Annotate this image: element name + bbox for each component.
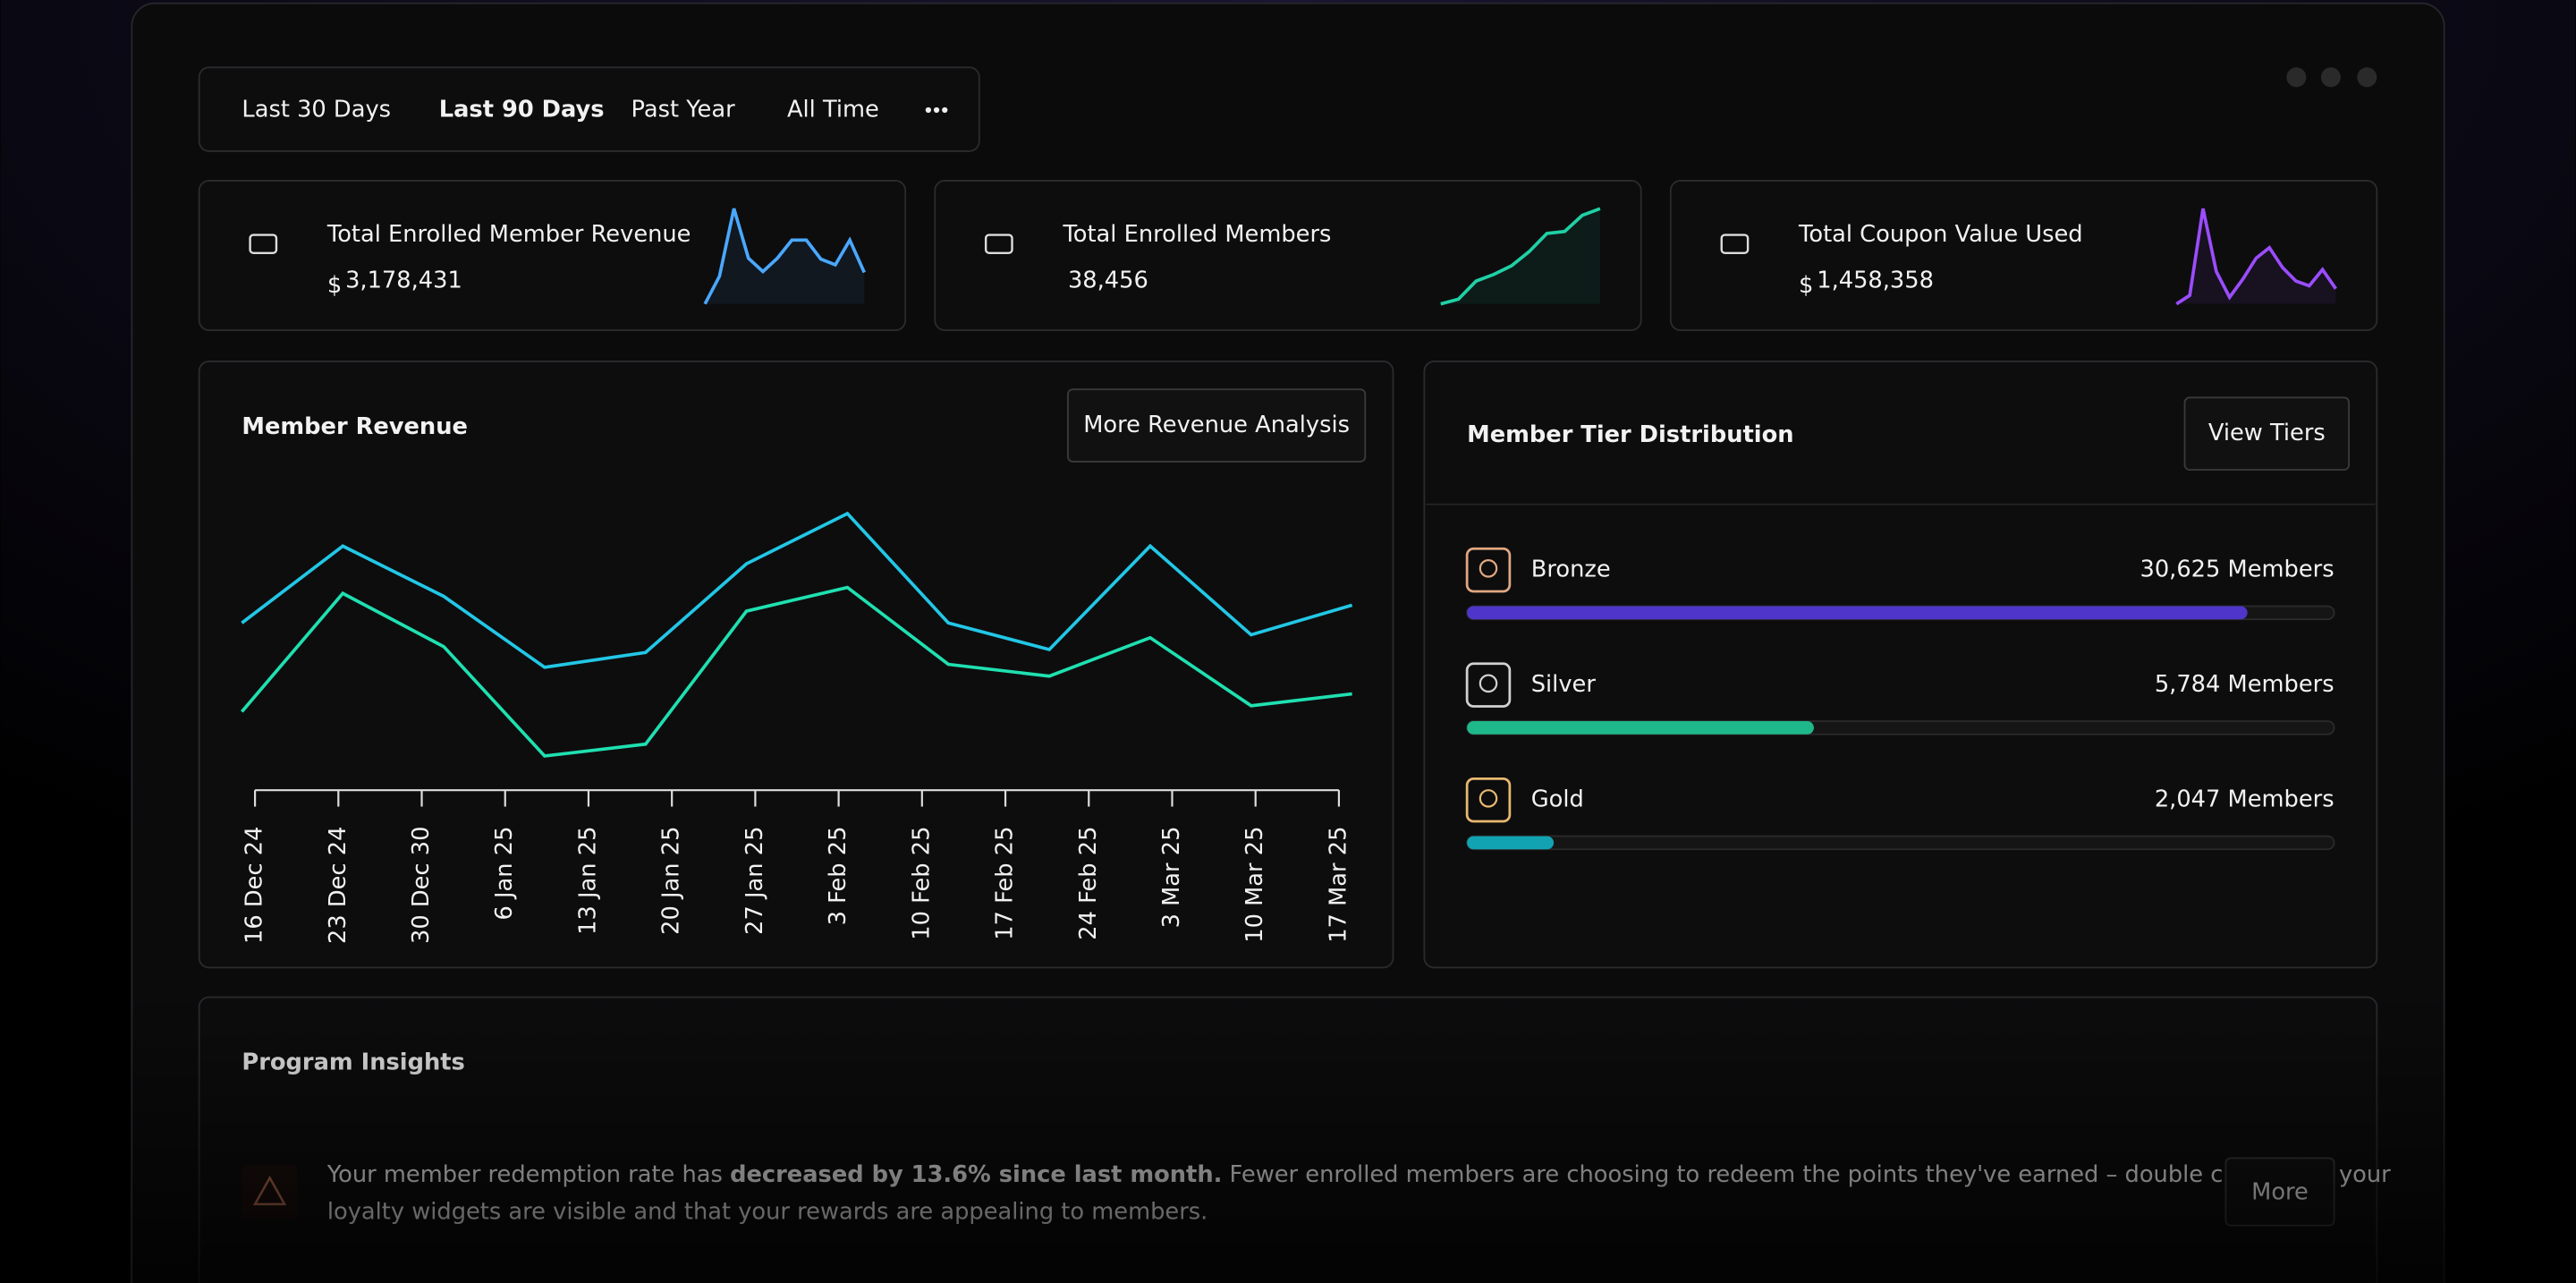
kpi-currency: $ — [1799, 272, 1813, 299]
sparkline-area — [2176, 208, 2336, 304]
sparkline-area — [705, 208, 865, 304]
window-dot — [2357, 67, 2377, 88]
filter-bar — [198, 66, 980, 152]
x-tick-label: 13 Jan 25 — [574, 827, 601, 935]
progress-bar — [1467, 606, 2248, 620]
tier-members: 30,625 Members — [2140, 557, 2334, 583]
filter-option[interactable]: Past Year — [631, 97, 736, 123]
kpi-value: 3,178,431 — [345, 267, 462, 293]
kpi-icon — [1720, 234, 1750, 254]
kpi-title: Total Coupon Value Used — [1798, 221, 2083, 248]
x-tick-label: 6 Jan 25 — [491, 827, 518, 921]
x-tick-label: 10 Mar 25 — [1241, 827, 1268, 943]
tier-icon — [1465, 662, 1512, 708]
x-tick-label: 3 Feb 25 — [825, 827, 852, 926]
kpi-title: Total Enrolled Members — [1062, 221, 1331, 248]
window-dot — [2286, 67, 2307, 88]
tier-icon-badge — [1479, 559, 1498, 578]
more-dot[interactable] — [925, 106, 932, 114]
kpi-icon — [249, 234, 278, 254]
filter-option[interactable]: Last 30 Days — [242, 97, 391, 123]
progress-bar — [1467, 836, 1555, 850]
sparkline — [2175, 208, 2337, 306]
x-tick-label: 10 Feb 25 — [908, 827, 935, 940]
sparkline — [1440, 207, 1601, 306]
tier-name: Bronze — [1531, 557, 1611, 583]
x-tick-label: 17 Feb 25 — [992, 827, 1019, 940]
line — [241, 585, 1352, 758]
revenue-panel — [198, 361, 1394, 969]
x-tick-label: 27 Jan 25 — [741, 827, 768, 935]
tiers-title: Member Tier Distribution — [1467, 421, 1793, 448]
more-dot[interactable] — [942, 106, 948, 114]
button[interactable] — [2183, 396, 2351, 472]
more-dot[interactable] — [933, 106, 940, 114]
kpi-icon — [984, 234, 1013, 254]
tier-icon — [1465, 547, 1512, 593]
filter-option[interactable]: All Time — [787, 97, 879, 123]
window-dot — [2320, 67, 2341, 88]
button-label[interactable]: View Tiers — [2208, 420, 2326, 446]
tier-icon-badge — [1479, 789, 1498, 808]
sparkline — [703, 208, 866, 305]
kpi-title: Total Enrolled Member Revenue — [326, 221, 691, 248]
tier-name: Silver — [1531, 671, 1597, 698]
button-label[interactable]: More Revenue Analysis — [1083, 412, 1350, 438]
x-tick-label: 30 Dec 30 — [408, 827, 435, 944]
kpi-card — [198, 180, 907, 331]
line — [241, 511, 1353, 669]
tier-icon — [1465, 777, 1512, 823]
tier-name: Gold — [1531, 786, 1584, 813]
progress-bar — [1467, 721, 1814, 735]
x-tick-label: 3 Mar 25 — [1158, 827, 1185, 929]
fade-overlay — [131, 985, 2464, 1283]
progress-track — [1466, 835, 2335, 851]
chart-title: Member Revenue — [242, 413, 468, 440]
tier-icon-badge — [1479, 674, 1498, 693]
button[interactable] — [1067, 388, 1367, 463]
kpi-value: 38,456 — [1068, 267, 1148, 293]
x-tick-label: 16 Dec 24 — [242, 827, 268, 944]
kpi-currency: $ — [327, 272, 342, 299]
tiers-panel — [1423, 361, 2378, 969]
filter-option[interactable]: Last 90 Days — [439, 97, 605, 123]
x-tick-label: 23 Dec 24 — [325, 827, 352, 944]
x-tick-label: 24 Feb 25 — [1075, 827, 1102, 940]
kpi-value: 1,458,358 — [1817, 267, 1934, 293]
x-tick-label: 17 Mar 25 — [1325, 827, 1352, 943]
x-tick-label: 20 Jan 25 — [658, 827, 685, 935]
tier-members: 2,047 Members — [2155, 786, 2334, 813]
tier-members: 5,784 Members — [2155, 671, 2334, 698]
